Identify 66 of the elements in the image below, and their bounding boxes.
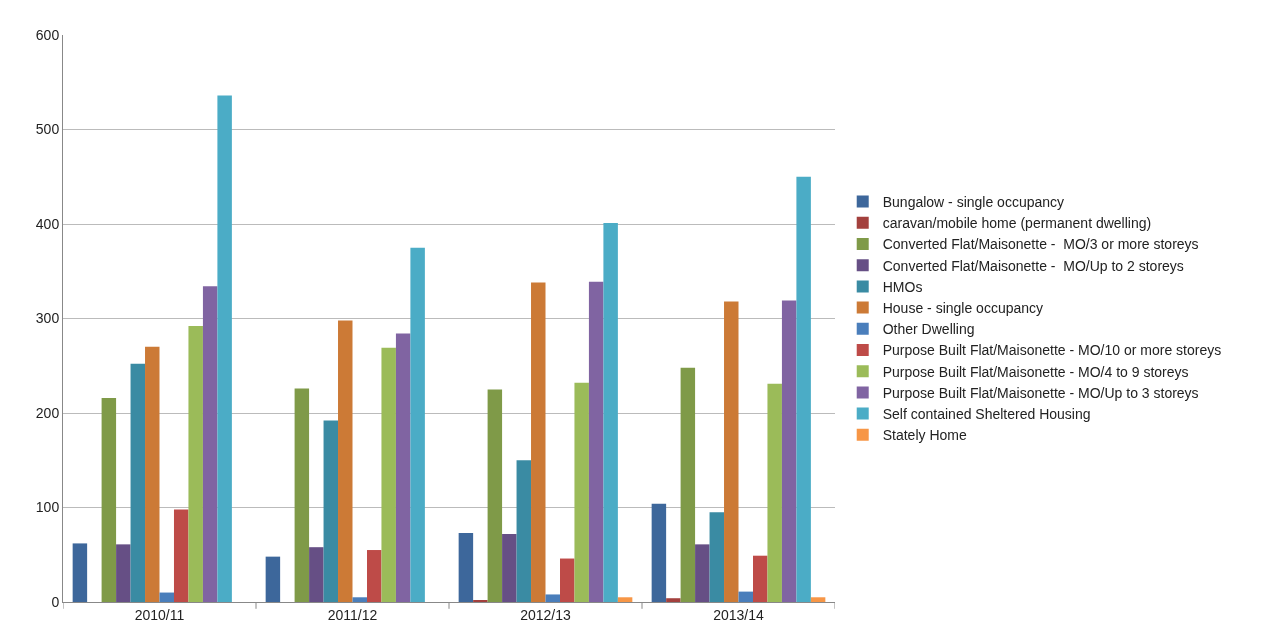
bar (366, 550, 382, 602)
bar (458, 533, 474, 602)
bar (781, 300, 797, 602)
legend-label: Bungalow - single occupancy (882, 194, 1065, 211)
bar (709, 512, 725, 602)
y-tick-label: 200 (35, 404, 60, 421)
bar (395, 333, 411, 602)
y-tick-label: 400 (35, 215, 60, 232)
legend-label: Purpose Built Flat/Maisonette - MO/Up to 3 storeys (882, 384, 1199, 401)
legend-label: Converted Flat/Maisonette - MO/3 or more storeys (882, 236, 1199, 253)
y-tick-label: 300 (35, 310, 60, 327)
bar (352, 597, 367, 602)
bar (502, 533, 517, 602)
bar (767, 383, 782, 602)
bar (617, 597, 633, 602)
bar (101, 397, 117, 602)
bar (381, 347, 396, 602)
bar (202, 286, 218, 602)
legend-label: Self contained Sheltered Housing (882, 406, 1091, 423)
legend-label: Purpose Built Flat/Maisonette - MO/10 or more storeys (882, 342, 1222, 359)
bar (309, 547, 324, 602)
bar (188, 326, 203, 602)
bar (603, 223, 618, 602)
bar (559, 558, 575, 602)
bar (531, 282, 546, 602)
legend-label: Stately Home (882, 427, 967, 444)
y-tick-label: 100 (35, 499, 60, 516)
x-tick-label: 2013/14 (713, 606, 765, 623)
bar (516, 460, 532, 602)
bar (145, 346, 160, 602)
bar (159, 592, 174, 602)
x-tick-label: 2011/12 (327, 606, 378, 623)
bar (410, 247, 425, 602)
bar (323, 420, 339, 602)
bar (738, 591, 753, 602)
legend-label: Other Dwelling (882, 321, 975, 338)
bar (651, 503, 667, 602)
x-tick-label: 2012/13 (520, 606, 572, 623)
bar (487, 389, 503, 602)
y-tick-label: 500 (35, 121, 60, 138)
bar (545, 594, 560, 602)
bar (588, 281, 604, 602)
legend-label: Converted Flat/Maisonette - MO/Up to 2 storeys (882, 257, 1184, 274)
bar (796, 176, 811, 602)
bar (338, 320, 353, 602)
bar (810, 597, 826, 602)
bar (294, 388, 310, 602)
y-tick-label: 600 (35, 26, 60, 43)
bar (116, 544, 131, 602)
bar (72, 543, 88, 602)
bar (752, 555, 768, 602)
bar (666, 598, 681, 602)
bar (173, 509, 189, 602)
bar (130, 363, 146, 602)
y-tick-label: 0 (51, 593, 60, 610)
bar (574, 382, 589, 602)
legend-label: HMOs (882, 278, 923, 295)
bar (217, 95, 232, 602)
legend-label: House - single occupancy (882, 300, 1044, 317)
legend-label: caravan/mobile home (permanent dwelling) (882, 215, 1152, 232)
x-tick-label: 2010/11 (134, 606, 185, 623)
bar (265, 556, 281, 602)
bar (680, 367, 696, 602)
bar (724, 301, 739, 602)
bar (695, 544, 710, 602)
legend-label: Purpose Built Flat/Maisonette - MO/4 to 9 storeys (882, 363, 1189, 380)
